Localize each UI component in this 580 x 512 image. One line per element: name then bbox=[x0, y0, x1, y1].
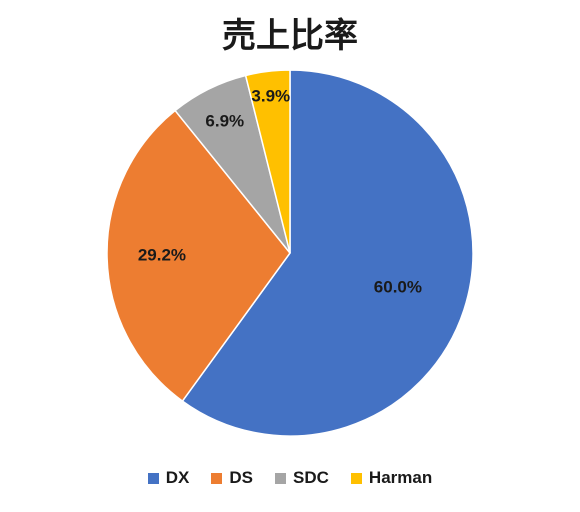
data-label-harman: 3.9% bbox=[251, 86, 290, 105]
legend-item-dx: DX bbox=[147, 468, 190, 488]
data-label-sdc: 6.9% bbox=[205, 111, 244, 130]
pie-slice-dx bbox=[181, 69, 474, 437]
legend: DX DS SDC Harman bbox=[0, 468, 580, 488]
data-label-dx: 60.0% bbox=[374, 278, 422, 297]
legend-label: Harman bbox=[368, 468, 433, 487]
legend-swatch bbox=[147, 472, 159, 484]
legend-label: SDC bbox=[293, 468, 329, 487]
legend-item-ds: DS bbox=[211, 468, 253, 488]
pie-slice-harman bbox=[244, 69, 291, 254]
legend-label: DS bbox=[229, 468, 254, 487]
legend-swatch bbox=[350, 472, 362, 484]
data-label-ds: 29.2% bbox=[138, 246, 186, 265]
legend-swatch bbox=[275, 472, 287, 484]
pie-slice-ds bbox=[106, 109, 291, 403]
legend-swatch bbox=[211, 472, 223, 484]
chart-title: 売上比率 bbox=[222, 16, 358, 56]
legend-item-harman: Harman bbox=[350, 468, 433, 488]
legend-label: DX bbox=[165, 468, 190, 487]
legend-item-sdc: SDC bbox=[275, 468, 329, 488]
